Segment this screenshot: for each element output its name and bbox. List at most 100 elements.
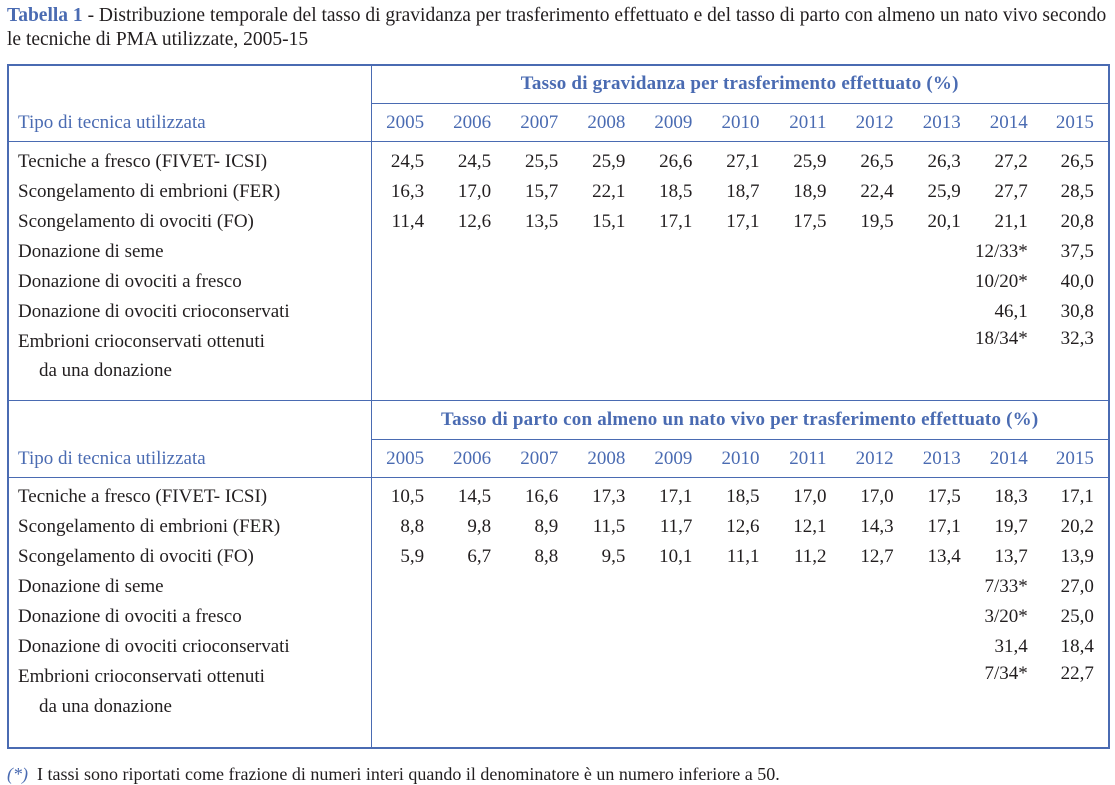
rate-value: 18,7 [726, 180, 760, 202]
rate-value [773, 297, 840, 327]
rate-value [706, 267, 773, 297]
rate-value: 17,1 [927, 516, 961, 537]
row-header-label: Tipo di tecnica utilizzata [8, 64, 371, 143]
rate-value [572, 572, 639, 602]
rate-value [639, 297, 706, 327]
rate-value [773, 662, 840, 748]
year-header: 2007 [505, 103, 573, 143]
rate-value [639, 662, 706, 748]
table-row: Embrioni crioconservati ottenuti da una d… [8, 662, 1109, 748]
rate-value: 17,1 [1060, 486, 1094, 508]
rate-value: 13,5 [524, 210, 559, 232]
year-header: 2008 [572, 439, 640, 478]
rate-value: 20,1 [927, 210, 961, 232]
rate-value [572, 297, 639, 327]
rate-value [505, 572, 572, 602]
technique-label: Scongelamento di ovociti (FO) [18, 210, 254, 232]
rate-value [505, 237, 572, 267]
rate-value: 17,0 [457, 180, 492, 202]
year-header: 2006 [438, 103, 506, 143]
table-row: Scongelamento di embrioni (FER) 16,3 17,0 1… [8, 176, 1109, 207]
rate-value [572, 327, 639, 400]
rate-value [639, 267, 706, 297]
rate-value [370, 236, 439, 267]
rate-value: 11,5 [592, 516, 626, 537]
rate-value [438, 267, 505, 297]
rate-value: 12,7 [860, 546, 894, 567]
year-header: 2010 [706, 439, 774, 478]
rate-value: 26,6 [659, 150, 693, 172]
rate-value [639, 602, 706, 632]
rate-value: 17,5 [927, 486, 961, 508]
technique-label-line2: da una donazione [39, 360, 172, 382]
rate-value: 26,3 [927, 150, 961, 172]
rate-value: 20,8 [1060, 210, 1094, 232]
rate-value [908, 327, 975, 400]
rate-value: 8,8 [370, 512, 439, 542]
footnote-marker: (*) [7, 763, 28, 784]
rate-value [505, 297, 572, 327]
rate-value [773, 267, 840, 297]
year-header: 2015 [1041, 439, 1109, 478]
rate-value: 19,5 [860, 210, 894, 232]
rate-value: 15,1 [592, 210, 626, 232]
year-header: 2010 [706, 103, 774, 143]
rate-value [370, 296, 439, 327]
rate-value: 18,3 [994, 486, 1028, 508]
footnote-text: I tassi sono riportati come frazione di … [37, 763, 780, 784]
section-2-title: Tasso di parto con almeno un nato vivo p… [370, 399, 1109, 440]
rate-value: 18,9 [793, 180, 827, 202]
technique-label: Scongelamento di embrioni (FER) [18, 516, 281, 537]
rate-value [706, 632, 773, 662]
rate-value: 31,4 [994, 636, 1028, 657]
rate-value: 10,1 [659, 546, 693, 567]
rate-value [908, 267, 975, 297]
rate-value: 12,6 [726, 516, 760, 537]
rate-value [438, 572, 505, 602]
rate-value: 7/33* [984, 576, 1028, 597]
rate-value: 11,7 [659, 516, 693, 537]
rate-value: 9,8 [467, 516, 492, 537]
rate-value [438, 662, 505, 748]
year-header: 2011 [773, 439, 841, 478]
rate-value [370, 662, 439, 748]
table-row: Donazione di seme 12/33* 37,5 [8, 236, 1109, 267]
rate-value [370, 326, 439, 400]
rate-value [370, 572, 439, 602]
rate-value [572, 602, 639, 632]
rate-value: 26,5 [1060, 150, 1094, 172]
technique-label: Donazione di ovociti a fresco [18, 606, 242, 627]
footnote: (*) I tassi sono riportati come frazione … [7, 764, 1109, 785]
rate-value: 17,1 [659, 210, 693, 232]
rate-value: 19,7 [994, 516, 1028, 537]
year-header: 2015 [1041, 103, 1109, 143]
rate-value: 26,5 [860, 150, 894, 172]
table-row: Scongelamento di ovociti (FO) 11,4 12,6 13,… [8, 206, 1109, 237]
rate-value: 7/34* [984, 663, 1028, 684]
rate-value: 25,5 [524, 150, 559, 172]
rate-value [438, 632, 505, 662]
rate-value: 18/34* [975, 327, 1028, 349]
technique-label: Tecniche a fresco (FIVET- ICSI) [18, 486, 268, 508]
rate-value: 27,2 [994, 150, 1028, 172]
rate-value: 32,3 [1060, 327, 1094, 349]
caption-label: Tabella 1 [7, 5, 83, 26]
technique-label: Embrioni crioconservati ottenuti da una d… [8, 662, 371, 748]
technique-label-line1: Embrioni crioconservati ottenuti [18, 330, 265, 352]
rate-value: 18,4 [1060, 636, 1094, 657]
rate-value [505, 662, 572, 748]
table-row: Donazione di ovociti a fresco 10/20* 40,0 [8, 266, 1109, 297]
rate-value [908, 632, 975, 662]
rate-value [505, 327, 572, 400]
rate-value: 15,7 [524, 180, 559, 202]
rate-value [706, 662, 773, 748]
rate-value: 9,5 [601, 546, 626, 567]
rate-value: 13,9 [1060, 546, 1094, 567]
rate-value: 17,0 [793, 486, 827, 508]
rate-value: 25,9 [793, 150, 827, 172]
rate-value [706, 327, 773, 400]
rate-value: 17,1 [659, 486, 693, 508]
rate-value: 18,5 [726, 486, 760, 508]
rate-value: 10,5 [370, 477, 439, 512]
year-header: 2014 [974, 103, 1042, 143]
